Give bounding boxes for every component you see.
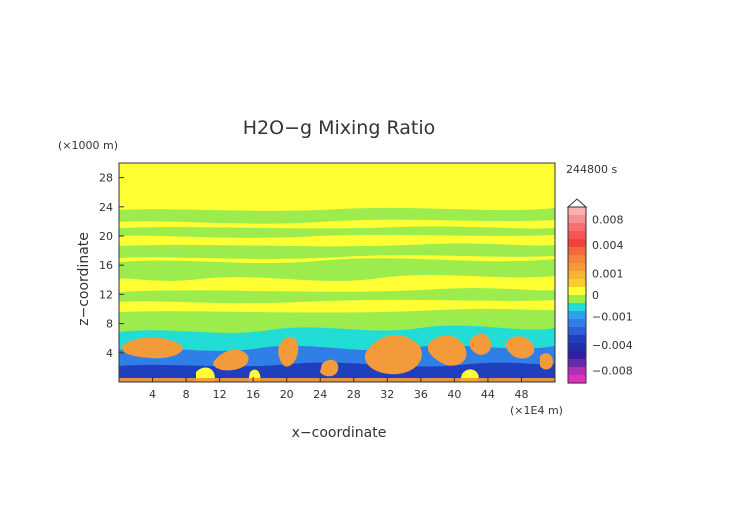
colorbar-swatches <box>568 207 586 384</box>
x-tick-label: 44 <box>481 388 495 401</box>
x-tick-label: 48 <box>514 388 528 401</box>
y-tick-label: 16 <box>99 259 113 272</box>
y-tick-label: 12 <box>99 288 113 301</box>
chart-title: H2O−g Mixing Ratio <box>243 117 435 139</box>
y-unit-label: (×1000 m) <box>58 139 118 152</box>
y-axis-ticks: 4 8 12 16 20 24 28 <box>99 172 124 360</box>
colorbar-swatch <box>568 207 586 216</box>
x-tick-label: 20 <box>280 388 294 401</box>
colorbar-swatch <box>568 335 586 344</box>
x-axis-title: x−coordinate <box>292 425 387 441</box>
y-tick-label: 24 <box>99 201 113 214</box>
x-tick-label: 24 <box>313 388 327 401</box>
colorbar-swatch <box>568 319 586 328</box>
colorbar-swatch <box>568 231 586 240</box>
colorbar-swatch <box>568 359 586 368</box>
positive-anomaly-blobs <box>122 333 553 377</box>
x-tick-label: 12 <box>213 388 227 401</box>
colorbar-swatch <box>568 375 586 384</box>
colorbar-swatch <box>568 271 586 280</box>
y-axis-title: z−coordinate <box>76 232 92 326</box>
colorbar-swatch <box>568 343 586 352</box>
colorbar-swatch <box>568 223 586 232</box>
colorbar-swatch <box>568 215 586 224</box>
x-tick-label: 4 <box>149 388 156 401</box>
colorbar-swatch <box>568 263 586 272</box>
colorbar-frame <box>567 206 587 384</box>
y-tick-label: 28 <box>99 172 113 185</box>
colorbar-label: 0.001 <box>592 267 624 280</box>
x-tick-label: 36 <box>414 388 428 401</box>
x-unit-label: (×1E4 m) <box>510 404 563 417</box>
x-axis-ticks: 4 8 12 16 20 24 28 32 36 40 44 48 <box>149 377 528 401</box>
colorbar-label: 0.004 <box>592 239 624 252</box>
colorbar-swatch <box>568 239 586 248</box>
surface-strip <box>119 378 555 382</box>
colorbar-swatch <box>568 255 586 264</box>
colorbar-label: −0.001 <box>592 311 633 324</box>
colorbar-swatch <box>568 351 586 360</box>
x-tick-label: 28 <box>347 388 361 401</box>
colorbar-swatch <box>568 295 586 304</box>
colorbar: 0.008 0.004 0.001 0 −0.001 −0.004 −0.008 <box>566 198 633 384</box>
colorbar-swatch <box>568 311 586 320</box>
colorbar-top-arrow <box>566 198 588 208</box>
heatmap-plot-area <box>119 163 555 382</box>
colorbar-swatch <box>568 367 586 376</box>
colorbar-swatch <box>568 287 586 296</box>
colorbar-label: −0.008 <box>592 364 633 377</box>
y-tick-label: 20 <box>99 230 113 243</box>
x-tick-label: 16 <box>246 388 260 401</box>
colorbar-labels: 0.008 0.004 0.001 0 −0.001 −0.004 −0.008 <box>592 214 633 378</box>
x-tick-label: 40 <box>447 388 461 401</box>
x-tick-label: 32 <box>380 388 394 401</box>
colorbar-label: −0.004 <box>592 339 633 352</box>
y-tick-label: 8 <box>106 318 113 331</box>
colorbar-label: 0.008 <box>592 214 624 227</box>
colorbar-label: 0 <box>592 289 599 302</box>
upper-green-bands <box>119 207 555 320</box>
x-tick-label: 8 <box>183 388 190 401</box>
time-label: 244800 s <box>566 163 617 176</box>
colorbar-swatch <box>568 279 586 288</box>
colorbar-swatch <box>568 327 586 336</box>
colorbar-swatch <box>568 303 586 312</box>
colorbar-swatch <box>568 247 586 256</box>
y-tick-label: 4 <box>106 347 113 360</box>
plot-frame <box>118 162 556 383</box>
